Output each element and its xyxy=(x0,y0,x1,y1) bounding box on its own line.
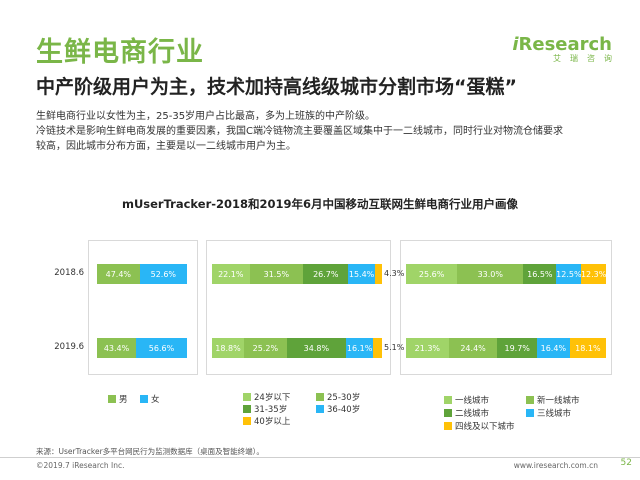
bar-segment-gender-0-0: 47.4% xyxy=(97,264,140,284)
stacked-bar-gender-2018.6: 47.4% 52.6% xyxy=(97,264,187,284)
legend-label: 36-40岁 xyxy=(327,405,361,415)
bar-segment-city-0-0: 25.6% xyxy=(406,264,458,284)
bar-segment-city-3-0: 12.5% xyxy=(556,264,582,284)
legend-item-city-tier4: 四线及以下城市 xyxy=(444,420,515,432)
legend-item-city-tier2: 二线城市 xyxy=(444,407,489,419)
bar-segment-city-1-1: 24.4% xyxy=(448,338,498,358)
legend-item-age-over40: 40岁以上 xyxy=(243,415,290,427)
legend-label: 女 xyxy=(151,395,160,405)
legend-swatch xyxy=(444,409,452,417)
legend-label: 新一线城市 xyxy=(537,396,580,406)
legend-label: 一线城市 xyxy=(455,396,490,406)
page-subtitle: 中产阶级用户为主，技术加持高线级城市分割市场“蛋糕” xyxy=(36,76,517,98)
bar-segment-age-3-1: 16.1% xyxy=(345,338,374,358)
bar-segment-age-0-1: 18.8% xyxy=(212,338,244,358)
bar-segment-city-2-0: 16.5% xyxy=(523,264,557,284)
description-line-3: 较高，因此城市分布方面，主要是以一二线城市用户为主。 xyxy=(36,141,296,152)
legend-label: 二线城市 xyxy=(455,409,490,419)
bar-segment-gender-0-1: 43.4% xyxy=(97,338,137,358)
stacked-bar-gender-2019.6: 43.4% 56.6% xyxy=(97,338,187,358)
stacked-bar-age-2019.6: 18.8% 25.2% 34.8% 16.1% xyxy=(212,338,382,358)
chart-title: mUserTracker-2018和2019年6月中国移动互联网生鲜电商行业用户… xyxy=(121,197,519,211)
legend-item-city-newtier1: 新一线城市 xyxy=(526,394,580,406)
bar-segment-age-4-0 xyxy=(374,264,382,284)
bar-segment-age-2-1: 34.8% xyxy=(286,338,346,358)
legend-label: 40岁以上 xyxy=(254,417,291,427)
bar-segment-city-4-1: 18.1% xyxy=(569,338,606,358)
bar-segment-city-3-1: 16.4% xyxy=(536,338,570,358)
website-link[interactable]: www.iresearch.com.cn xyxy=(513,461,598,470)
bar-segment-city-1-0: 33.0% xyxy=(457,264,524,284)
legend-swatch xyxy=(444,422,452,430)
legend-item-city-tier1: 一线城市 xyxy=(444,394,489,406)
legend-swatch xyxy=(140,395,148,403)
stacked-bar-city-2018.6: 25.6% 33.0% 16.5% 12.5% 12.3% xyxy=(406,264,606,284)
legend-label: 男 xyxy=(119,395,128,405)
legend-swatch xyxy=(316,393,324,401)
bar-segment-age-3-0: 15.4% xyxy=(348,264,375,284)
legend-item-age-31-35: 31-35岁 xyxy=(243,403,287,415)
bar-segment-age-2-0: 26.7% xyxy=(303,264,349,284)
description-line-1: 生鲜电商行业以女性为主，25-35岁用户占比最高，多为上班族的中产阶级。 xyxy=(36,111,376,122)
footer-divider xyxy=(0,457,640,458)
legend-swatch xyxy=(108,395,116,403)
page-number: 52 xyxy=(620,458,632,468)
bar-segment-age-0-0: 22.1% xyxy=(212,264,250,284)
legend-swatch xyxy=(243,417,251,425)
legend-item-age-25-30: 25-30岁 xyxy=(316,391,360,403)
row-label-2018: 2018.6 xyxy=(54,268,84,278)
bar-segment-gender-1-0: 52.6% xyxy=(139,264,187,284)
legend-label: 24岁以下 xyxy=(254,393,291,403)
data-label-age-4-1: 5.1% xyxy=(384,343,405,352)
logo-i: i xyxy=(512,34,519,55)
bar-segment-age-1-0: 31.5% xyxy=(249,264,304,284)
legend-swatch xyxy=(316,405,324,413)
bar-segment-city-2-1: 19.7% xyxy=(497,338,537,358)
legend-swatch xyxy=(526,396,534,404)
legend-label: 四线及以下城市 xyxy=(455,422,515,432)
bar-segment-city-0-1: 21.3% xyxy=(406,338,449,358)
copyright: ©2019.7 iResearch Inc. xyxy=(36,461,125,470)
iresearch-logo: iResearch 艾瑞咨询 xyxy=(512,34,612,64)
stacked-bar-city-2019.6: 21.3% 24.4% 19.7% 16.4% 18.1% xyxy=(406,338,606,358)
bar-segment-age-4-1 xyxy=(373,338,382,358)
legend-swatch xyxy=(444,396,452,404)
bar-segment-city-4-0: 12.3% xyxy=(581,264,606,284)
data-label-age-4-0: 4.3% xyxy=(384,269,405,278)
source-note: 来源：UserTracker多平台网民行为监测数据库（桌面及智能终端）。 xyxy=(36,447,264,456)
legend-item-age-under24: 24岁以下 xyxy=(243,391,290,403)
legend-label: 三线城市 xyxy=(537,409,572,419)
legend-swatch xyxy=(243,405,251,413)
legend-label: 31-35岁 xyxy=(254,405,288,415)
bar-segment-gender-1-1: 56.6% xyxy=(136,338,187,358)
legend-item-age-36-40: 36-40岁 xyxy=(316,403,360,415)
legend-item-city-tier3: 三线城市 xyxy=(526,407,571,419)
legend-label: 25-30岁 xyxy=(327,393,361,403)
logo-name: Research xyxy=(518,34,613,55)
legend-swatch xyxy=(526,409,534,417)
logo-subtitle: 艾瑞咨询 xyxy=(553,54,621,63)
legend-swatch xyxy=(243,393,251,401)
legend-item-female: 女 xyxy=(140,393,160,405)
description-line-2: 冷链技术是影响生鲜电商发展的重要因素，我国C端冷链物流主要覆盖区域集中于一二线城… xyxy=(36,126,563,137)
stacked-bar-age-2018.6: 22.1% 31.5% 26.7% 15.4% xyxy=(212,264,382,284)
page-title: 生鲜电商行业 xyxy=(36,37,204,68)
bar-segment-age-1-1: 25.2% xyxy=(243,338,287,358)
legend-item-male: 男 xyxy=(108,393,128,405)
row-label-2019: 2019.6 xyxy=(54,342,84,352)
